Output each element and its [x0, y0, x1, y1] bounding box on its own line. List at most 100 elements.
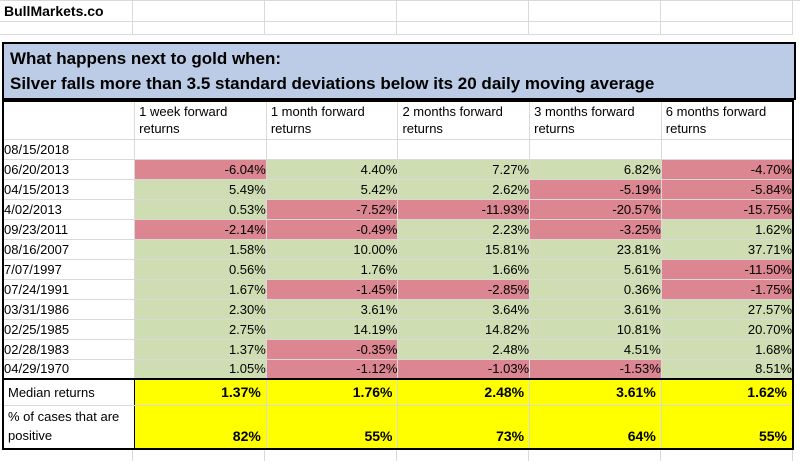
return-cell: 14.19%	[265, 318, 399, 340]
grid-cell	[133, 1, 265, 22]
return-cell: 1.68%	[660, 338, 794, 360]
return-cell: 14.82%	[397, 318, 531, 340]
return-cell: -1.03%	[397, 358, 531, 380]
date-cell: 07/24/1991	[2, 278, 136, 300]
return-cell: 15.81%	[397, 238, 531, 260]
return-cell: 37.71%	[660, 238, 794, 260]
return-cell: -3.25%	[529, 218, 662, 240]
grid-cell	[265, 1, 397, 22]
return-cell: 1.67%	[134, 278, 267, 300]
header-row: 1 week forward returns 1 month forward r…	[2, 100, 794, 140]
return-cell: 0.56%	[134, 258, 267, 280]
percent-positive-value: 73%	[397, 404, 531, 450]
grid-cell	[529, 450, 661, 461]
percent-positive-value: 64%	[529, 404, 662, 450]
date-cell: 06/20/2013	[2, 158, 136, 180]
return-cell: -11.50%	[660, 258, 794, 280]
grid-cell	[133, 450, 265, 461]
grid-cell	[661, 22, 793, 35]
table-row: 08/15/2018	[2, 138, 794, 160]
return-cell: -1.53%	[529, 358, 662, 380]
date-cell: 04/29/1970	[2, 358, 136, 380]
return-cell: -0.49%	[265, 218, 399, 240]
return-cell: 4.51%	[529, 338, 662, 360]
date-cell: 4/02/2013	[2, 198, 136, 220]
return-cell: 20.70%	[660, 318, 794, 340]
table-row: 07/24/1991 1.67% -1.45% -2.85% 0.36% -1.…	[2, 278, 794, 300]
title-banner: What happens next to gold when: Silver f…	[2, 42, 796, 100]
return-cell	[660, 138, 794, 160]
brand-text: BullMarkets.co	[0, 1, 133, 22]
date-cell: 09/23/2011	[2, 218, 136, 240]
corner-cell	[2, 100, 136, 140]
return-cell: -15.75%	[660, 198, 794, 220]
return-cell: 3.64%	[397, 298, 531, 320]
date-cell: 03/31/1986	[2, 298, 136, 320]
table-row: 04/29/1970 1.05% -1.12% -1.03% -1.53% 8.…	[2, 358, 794, 380]
return-cell: 4.40%	[265, 158, 399, 180]
date-cell: 7/07/1997	[2, 258, 136, 280]
return-cell: 2.23%	[397, 218, 531, 240]
grid-cell	[0, 22, 133, 35]
grid-cell	[397, 1, 529, 22]
returns-body: 1 week forward returns 1 month forward r…	[2, 100, 794, 380]
percent-positive-row: % of cases that are positive 82% 55% 73%…	[2, 404, 794, 450]
grid-cell	[265, 450, 397, 461]
grid-cell	[397, 22, 529, 35]
return-cell: 1.66%	[397, 258, 531, 280]
return-cell: 5.49%	[134, 178, 267, 200]
return-cell: -1.12%	[265, 358, 399, 380]
return-cell: -20.57%	[529, 198, 662, 220]
table-row: 02/28/1983 1.37% -0.35% 2.48% 4.51% 1.68…	[2, 338, 794, 360]
date-cell: 02/28/1983	[2, 338, 136, 360]
return-cell: 6.82%	[529, 158, 662, 180]
table-row: 02/25/1985 2.75% 14.19% 14.82% 10.81% 20…	[2, 318, 794, 340]
return-cell: -2.14%	[134, 218, 267, 240]
date-cell: 02/25/1985	[2, 318, 136, 340]
return-cell: -2.85%	[397, 278, 531, 300]
return-cell: 7.27%	[397, 158, 531, 180]
return-cell: 27.57%	[660, 298, 794, 320]
return-cell: -0.35%	[265, 338, 399, 360]
return-cell	[529, 138, 662, 160]
return-cell	[134, 138, 267, 160]
percent-positive-value: 55%	[660, 404, 794, 450]
table-row: 04/15/2013 5.49% 5.42% 2.62% -5.19% -5.8…	[2, 178, 794, 200]
return-cell: 2.62%	[397, 178, 531, 200]
grid-cell	[661, 450, 793, 461]
spreadsheet-grid-top: BullMarkets.co	[0, 0, 800, 35]
percent-positive-value: 55%	[265, 404, 399, 450]
table-row: 06/20/2013 -6.04% 4.40% 7.27% 6.82% -4.7…	[2, 158, 794, 180]
return-cell: 8.51%	[660, 358, 794, 380]
banner-line-2: Silver falls more than 3.5 standard devi…	[10, 74, 655, 93]
column-header: 1 month forward returns	[265, 100, 399, 140]
return-cell: 1.76%	[265, 258, 399, 280]
date-cell: 04/15/2013	[2, 178, 136, 200]
return-cell: 1.58%	[134, 238, 267, 260]
return-cell	[397, 138, 531, 160]
return-cell: 10.81%	[529, 318, 662, 340]
return-cell: 1.62%	[660, 218, 794, 240]
date-cell: 08/15/2018	[2, 138, 136, 160]
grid-cell	[0, 450, 133, 461]
grid-cell	[133, 22, 265, 35]
grid-cell	[397, 450, 529, 461]
table-row: 09/23/2011 -2.14% -0.49% 2.23% -3.25% 1.…	[2, 218, 794, 240]
return-cell: -11.93%	[397, 198, 531, 220]
spacer	[0, 35, 800, 42]
percent-positive-value: 82%	[134, 404, 267, 450]
spreadsheet-grid-bottom	[0, 450, 800, 461]
return-cell: 5.61%	[529, 258, 662, 280]
banner-line-1: What happens next to gold when:	[10, 49, 282, 68]
table-row: 7/07/1997 0.56% 1.76% 1.66% 5.61% -11.50…	[2, 258, 794, 280]
return-cell: 23.81%	[529, 238, 662, 260]
median-row: Median returns 1.37% 1.76% 2.48% 3.61% 1…	[2, 378, 794, 406]
grid-cell	[265, 22, 397, 35]
return-cell: -5.19%	[529, 178, 662, 200]
return-cell: 3.61%	[529, 298, 662, 320]
return-cell: 5.42%	[265, 178, 399, 200]
column-header: 6 months forward returns	[660, 100, 794, 140]
grid-cell	[661, 1, 793, 22]
return-cell: -6.04%	[134, 158, 267, 180]
table-row: 4/02/2013 0.53% -7.52% -11.93% -20.57% -…	[2, 198, 794, 220]
